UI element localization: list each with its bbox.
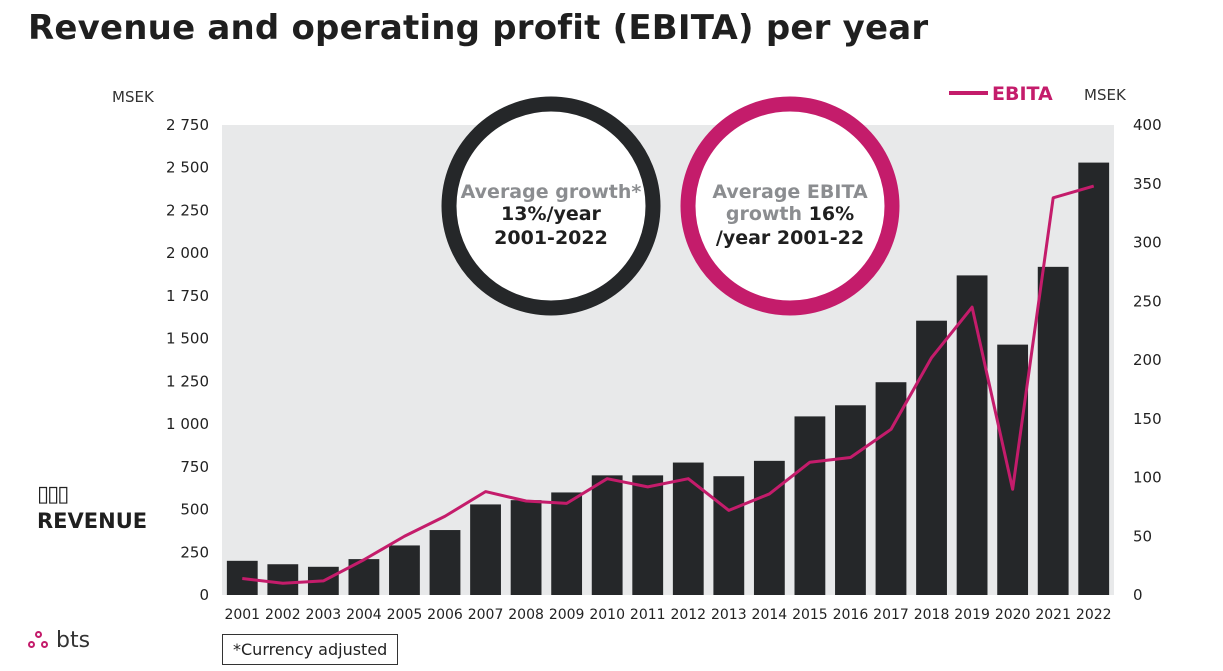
revenue-bar-2019 <box>956 275 988 595</box>
y-right-tick-label: 250 <box>1133 292 1162 310</box>
revenue-bar-2017 <box>875 382 907 595</box>
revenue-bar-2013 <box>713 476 745 595</box>
bar-chart-icon: ▯▯▯ <box>37 482 69 507</box>
ebita-growth-period: /year 2001-22 <box>716 227 864 249</box>
ebita-growth-value-line: growth 16% <box>726 203 854 225</box>
x-tick-label: 2022 <box>1076 607 1112 623</box>
revenue-bar-2009 <box>551 492 583 595</box>
x-tick-label: 2012 <box>670 607 706 623</box>
revenue-bar-2015 <box>794 416 826 595</box>
revenue-bar-2011 <box>632 475 664 595</box>
revenue-bar-2014 <box>753 460 785 595</box>
x-tick-label: 2020 <box>995 607 1031 623</box>
y-left-tick-label: 250 <box>180 543 209 561</box>
y-left-tick-label: 0 <box>199 586 209 604</box>
ebita-growth-label2: growth <box>726 203 809 225</box>
revenue-bar-2006 <box>429 530 461 595</box>
revenue-bar-2021 <box>1037 266 1069 595</box>
revenue-bar-2022 <box>1078 162 1110 595</box>
x-tick-label: 2006 <box>427 607 463 623</box>
page-title: Revenue and operating profit (EBITA) per… <box>28 8 929 48</box>
y-right-tick-label: 300 <box>1133 234 1162 252</box>
x-tick-label: 2003 <box>306 607 342 623</box>
y-left-tick-label: 1 000 <box>166 415 209 433</box>
revenue-bar-2007 <box>470 504 501 595</box>
y-right-tick-label: 100 <box>1133 469 1162 487</box>
x-tick-label: 2005 <box>387 607 423 623</box>
revenue-bar-2016 <box>835 405 866 595</box>
x-tick-label: 2008 <box>508 607 544 623</box>
y-right-tick-label: 0 <box>1133 586 1143 604</box>
y-left-tick-label: 500 <box>180 501 209 519</box>
y-left-tick-label: 2 250 <box>166 201 209 219</box>
revenue-bar-2008 <box>510 500 542 595</box>
x-tick-label: 2010 <box>589 607 625 623</box>
x-tick-label: 2004 <box>346 607 382 623</box>
revenue-label: REVENUE <box>37 509 148 533</box>
x-tick-label: 2017 <box>873 607 909 623</box>
x-tick-label: 2019 <box>954 607 990 623</box>
legend-ebita-label: EBITA <box>992 83 1053 105</box>
y-right-tick-label: 200 <box>1133 351 1162 369</box>
logo-text: bts <box>56 628 91 653</box>
y-right-tick-label: 400 <box>1133 116 1162 134</box>
footnote: *Currency adjusted <box>222 634 399 665</box>
y-right-tick-label: 50 <box>1133 527 1152 545</box>
bts-dots-icon <box>28 630 54 651</box>
ebita-growth-value: 16% <box>809 203 854 225</box>
y-left-tick-label: 1 250 <box>166 372 209 390</box>
x-tick-label: 2015 <box>792 607 828 623</box>
revenue-bar-2001 <box>226 560 258 595</box>
y-left-unit: MSEK <box>112 88 155 106</box>
x-tick-label: 2011 <box>630 607 666 623</box>
ebita-line <box>242 184 1095 585</box>
y-left-tick-label: 2 750 <box>166 116 209 134</box>
y-left-tick-label: 1 500 <box>166 330 209 348</box>
x-tick-label: 2001 <box>224 607 260 623</box>
revenue-bar-2012 <box>672 462 704 595</box>
x-tick-label: 2002 <box>265 607 301 623</box>
revenue-bar-2018 <box>916 320 947 595</box>
y-right-unit: MSEK <box>1084 86 1127 104</box>
y-left-tick-label: 2 500 <box>166 159 209 177</box>
revenue-growth-label: Average growth* <box>461 181 642 203</box>
x-tick-label: 2018 <box>914 607 950 623</box>
x-tick-label: 2007 <box>468 607 504 623</box>
y-left-tick-label: 1 750 <box>166 287 209 305</box>
revenue-bar-2002 <box>267 564 299 595</box>
revenue-growth-period: 2001-2022 <box>494 227 608 249</box>
revenue-bar-2010 <box>591 475 623 595</box>
x-tick-label: 2021 <box>1035 607 1071 623</box>
ebita-growth-circle <box>680 96 900 316</box>
y-left-tick-label: 750 <box>180 458 209 476</box>
x-tick-label: 2014 <box>752 607 788 623</box>
y-right-tick-label: 350 <box>1133 175 1162 193</box>
y-left-tick-label: 2 000 <box>166 244 209 262</box>
revenue-bar-2005 <box>389 545 420 595</box>
y-right-tick-label: 150 <box>1133 410 1162 428</box>
x-tick-label: 2013 <box>711 607 747 623</box>
ebita-growth-label: Average EBITA <box>712 181 868 203</box>
x-tick-label: 2016 <box>833 607 869 623</box>
revenue-growth-value: 13%/year <box>501 203 602 225</box>
bts-logo: bts <box>28 628 90 653</box>
revenue-label-block: ▯▯▯ REVENUE <box>37 482 147 533</box>
revenue-growth-circle <box>441 96 661 316</box>
x-tick-label: 2009 <box>549 607 585 623</box>
revenue-bar-2020 <box>997 344 1029 595</box>
